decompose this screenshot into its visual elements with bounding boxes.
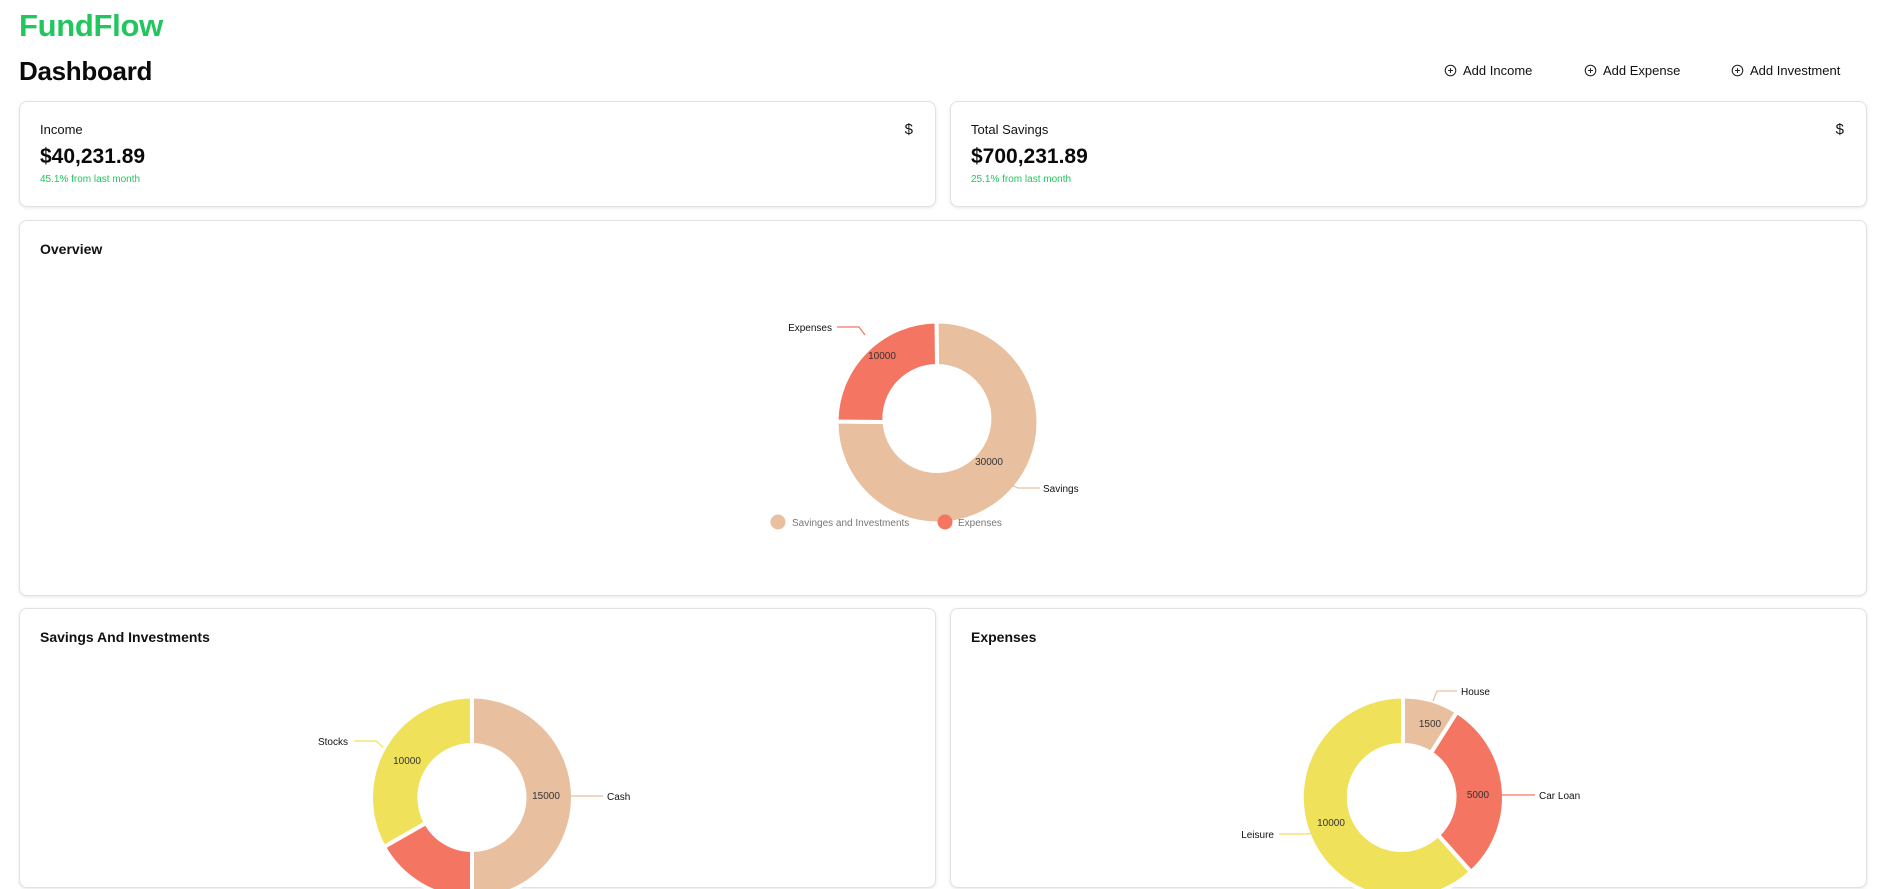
add-expense-button[interactable]: Add Expense: [1584, 63, 1680, 78]
savings-label-cash: Cash: [607, 792, 630, 803]
expenses-label-house: House: [1461, 687, 1490, 698]
expenses-label-leisure: Leisure: [1241, 830, 1274, 841]
overview-value-expenses: 10000: [868, 351, 896, 362]
total-savings-value: $700,231.89: [971, 145, 1088, 169]
expenses-value-leisure: 10000: [1317, 818, 1345, 829]
header-actions: Add Income Add Expense Add Investment: [1440, 63, 1860, 83]
overview-slice-expenses: [837, 322, 938, 423]
savings-investments-card: Savings And Investments Stocks Cash 1000…: [19, 608, 936, 888]
income-value: $40,231.89: [40, 145, 145, 169]
expenses-label-car-loan: Car Loan: [1539, 791, 1580, 802]
overview-label-savings: Savings: [1043, 484, 1079, 495]
expenses-chart: House Car Loan Leisure 1500 5000 10000: [951, 609, 1868, 889]
add-investment-button[interactable]: Add Investment: [1731, 63, 1840, 78]
legend-swatch-savings: [771, 515, 786, 530]
add-investment-label: Add Investment: [1750, 63, 1840, 78]
income-label: Income: [40, 122, 83, 137]
savings-label-stocks: Stocks: [318, 737, 348, 748]
add-expense-label: Add Expense: [1603, 63, 1680, 78]
total-savings-change: 25.1% from last month: [971, 174, 1071, 185]
add-income-button[interactable]: Add Income: [1444, 63, 1532, 78]
expenses-leader-house: [1433, 691, 1457, 701]
income-card: Income $ $40,231.89 45.1% from last mont…: [19, 101, 936, 207]
savings-investments-chart: Stocks Cash 10000 15000: [20, 609, 937, 889]
income-change: 45.1% from last month: [40, 174, 140, 185]
savings-value-stocks: 10000: [393, 756, 421, 767]
overview-leader-expenses: [837, 327, 865, 335]
legend-label-savings: Savinges and Investments: [792, 518, 909, 529]
overview-card: Overview Expenses Savings 10000 30000 Sa…: [19, 220, 1867, 596]
overview-value-savings: 30000: [975, 457, 1003, 468]
expenses-leader-leisure: [1279, 833, 1314, 834]
savings-leader-stocks: [354, 741, 383, 747]
overview-chart: Expenses Savings 10000 30000 Savinges an…: [20, 221, 1868, 597]
dollar-icon: $: [905, 121, 913, 138]
app-logo: FundFlow: [19, 8, 163, 44]
legend-label-expenses: Expenses: [958, 518, 1002, 529]
add-income-label: Add Income: [1463, 63, 1532, 78]
savings-value-cash: 15000: [532, 791, 560, 802]
total-savings-label: Total Savings: [971, 122, 1048, 137]
plus-circle-icon: [1444, 64, 1457, 77]
total-savings-card: Total Savings $ $700,231.89 25.1% from l…: [950, 101, 1867, 207]
plus-circle-icon: [1731, 64, 1744, 77]
expenses-card: Expenses House Car Loan Leisure 1500 500…: [950, 608, 1867, 888]
plus-circle-icon: [1584, 64, 1597, 77]
expenses-value-house: 1500: [1419, 719, 1442, 730]
dollar-icon: $: [1836, 121, 1844, 138]
page-title: Dashboard: [19, 56, 152, 87]
overview-label-expenses: Expenses: [788, 323, 832, 334]
expenses-value-car-loan: 5000: [1467, 790, 1490, 801]
legend-swatch-expenses: [938, 515, 953, 530]
